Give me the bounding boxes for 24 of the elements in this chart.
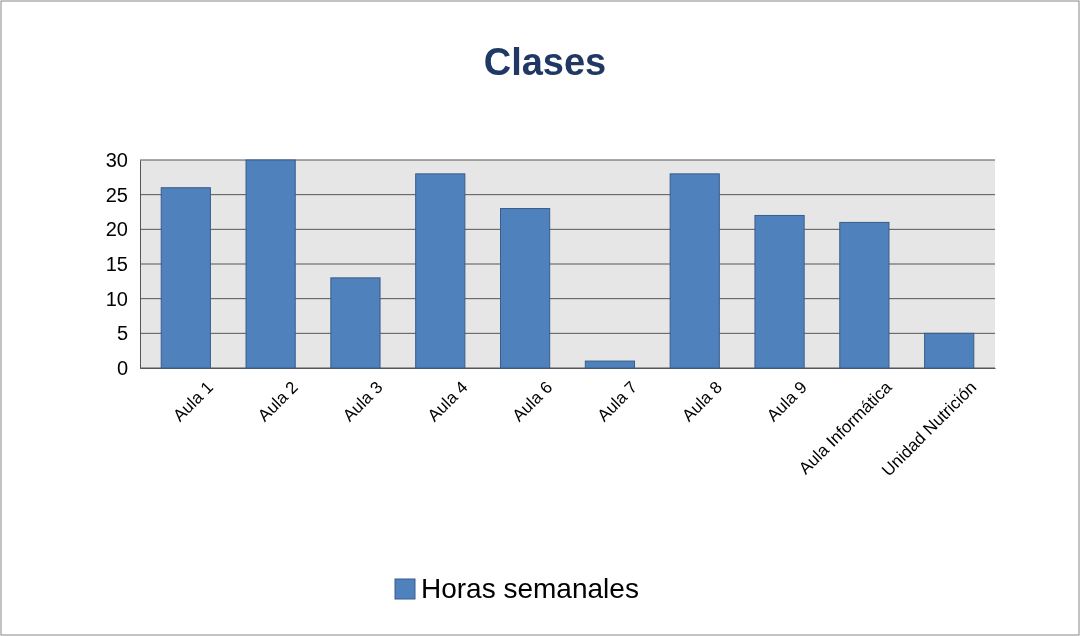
- x-tick-label: Aula 9: [763, 377, 811, 426]
- y-tick-label: 10: [105, 287, 128, 310]
- bar: [245, 159, 296, 369]
- bar: [754, 214, 805, 369]
- legend-label: Horas semanales: [421, 573, 639, 604]
- bar: [330, 277, 381, 369]
- x-tick-label: Aula 1: [169, 377, 217, 426]
- x-tick-label: Aula 3: [339, 377, 387, 426]
- bar: [584, 360, 636, 369]
- y-tick-label: 20: [105, 218, 128, 241]
- x-tick-label: Aula 2: [254, 377, 302, 426]
- x-tick-label: Aula 8: [678, 377, 726, 426]
- y-tick-label: 15: [105, 252, 128, 275]
- bar: [669, 173, 720, 369]
- bar: [415, 173, 466, 369]
- bar: [839, 221, 890, 369]
- y-tick-label: 30: [105, 148, 128, 171]
- bar: [160, 187, 211, 369]
- y-tick-label: 5: [116, 322, 128, 345]
- y-tick-label: 0: [116, 356, 128, 379]
- chart-title: Clases: [483, 41, 607, 83]
- bar: [924, 332, 975, 369]
- y-tick-label: 25: [105, 183, 128, 206]
- bar: [499, 208, 551, 369]
